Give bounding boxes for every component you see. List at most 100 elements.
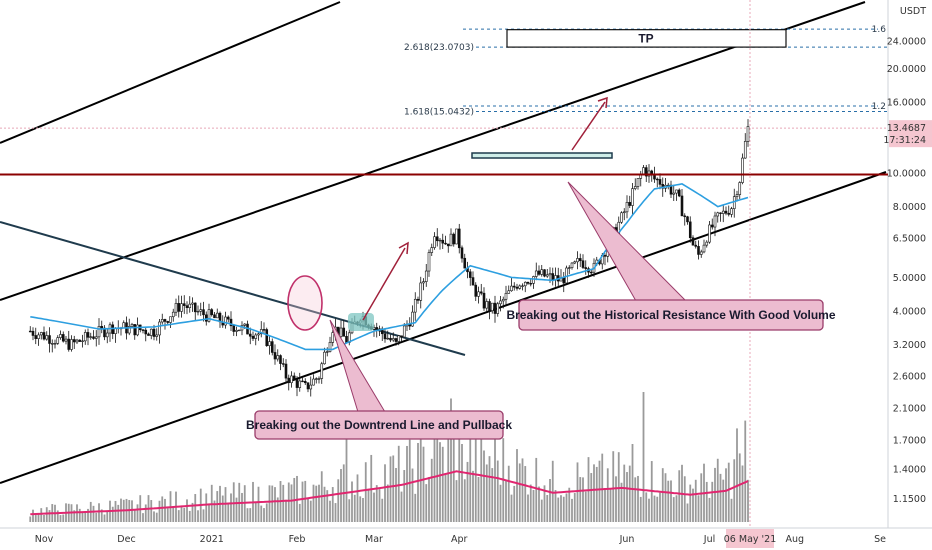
candle [427,249,431,277]
candle [543,269,546,278]
volume-bar [639,496,642,522]
volume-bar [524,466,527,522]
candle [133,324,137,340]
volume-bar [334,503,337,522]
volume-bar [56,510,59,522]
candle [394,337,398,346]
volume-bar [386,484,389,522]
candle [301,377,304,383]
candle [526,281,530,285]
candle [589,269,593,277]
candle [130,322,134,327]
fib-ext-label: 1.6 [872,25,887,35]
candle [251,331,255,342]
volume-bar [155,512,158,522]
y-tick-label: 16.0000 [887,98,926,109]
projection-arrow-2 [571,96,608,151]
volume-bar [507,465,510,522]
candle [171,308,175,322]
volume-bar [345,437,348,522]
volume-bar [557,497,560,522]
volume-bar [744,420,747,522]
volume-bar [150,500,153,522]
projection-arrow-1 [362,241,409,321]
candle [105,329,109,344]
volume-bar [617,452,620,522]
volume-bar [142,513,144,522]
candle [562,272,566,293]
candle [732,188,736,218]
volume-bar [689,484,692,522]
candle [78,339,82,342]
candle [532,275,535,289]
volume-bar [326,490,329,522]
candle [89,332,93,340]
volume-bar [513,485,516,522]
volume-bar [560,495,562,522]
volume-bar [615,476,617,522]
candle [738,181,742,199]
volume-bar [716,458,719,522]
volume-bar [43,515,45,522]
candle [81,334,84,348]
candle [452,232,456,247]
volume-bar [637,475,639,522]
volume-bar [197,510,199,522]
volume-bar [510,494,513,522]
candle [31,327,35,341]
volume-bar [516,449,518,522]
price-scale-bg [888,0,932,550]
volume-bar [576,462,579,522]
candle [471,271,475,286]
volume-bar [675,495,678,522]
candle [573,260,577,265]
volume-bar [62,514,65,522]
volume-bar [367,488,370,522]
candle [545,268,549,278]
volume-bar [730,498,733,522]
volume-bar [494,438,496,522]
candle [537,265,541,276]
candle [650,169,654,182]
volume-bar [186,499,188,522]
candle [501,296,505,309]
candle [584,260,588,275]
candle [540,264,544,277]
candle [455,228,458,245]
volume-bar [527,494,529,522]
candle [688,216,692,243]
volume-bar [417,442,419,522]
candle [658,173,662,190]
candle [309,376,313,397]
volume-bar [265,503,268,522]
candle [485,298,489,312]
candle [655,177,659,188]
volume-bar [246,508,249,522]
y-tick-label: 6.5000 [893,233,926,244]
candle [457,223,461,254]
candle [724,206,728,216]
fib-labels: 2.618(23.0703) 1.618(15.0432) 1.6 1.2 [404,25,886,117]
volume-bar [230,493,232,522]
volume-bar [315,485,318,522]
volume-bar [538,486,540,522]
volume-bar [180,506,183,522]
volume-bar [257,486,260,522]
y-tick-label: 1.7000 [893,435,926,446]
candle [279,354,282,371]
volume-bar [356,474,359,522]
volume-bar [727,462,730,522]
volume-bar [483,450,485,522]
current-date-tag[interactable]: 06 May '21 [724,529,776,548]
candle [42,326,46,341]
volume-bar [711,481,714,522]
volume-bar [111,506,114,522]
candle [213,311,216,319]
volume-bar [144,504,147,522]
volume-bar [645,492,648,522]
volume-bar [389,456,392,522]
volume-bar [554,490,557,522]
current-price-tag[interactable]: 13.4687 17:31:24 [883,120,932,148]
candle [620,211,623,224]
volume-bar [584,491,587,522]
